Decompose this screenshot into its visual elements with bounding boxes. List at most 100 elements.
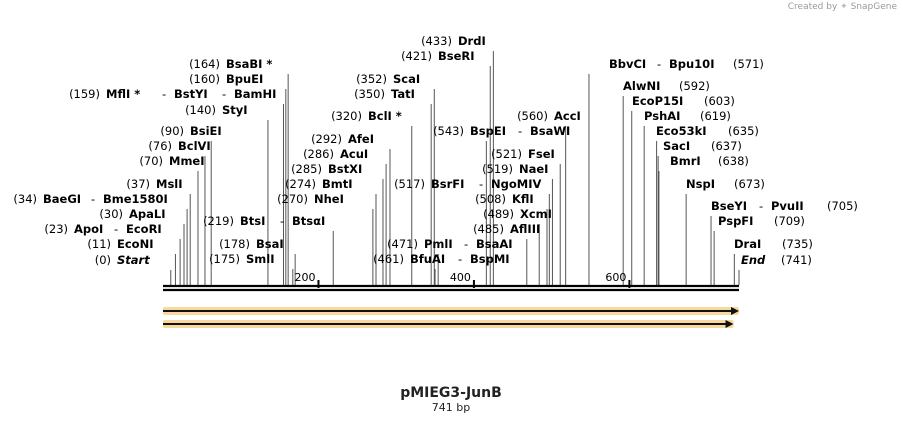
site-saci: SacI (637) bbox=[663, 139, 742, 153]
enzyme-name: ApoI bbox=[74, 222, 103, 236]
ruler-tick-label: 600 bbox=[605, 271, 626, 284]
enzyme-name: MmeI bbox=[169, 154, 205, 168]
site-position: (0) bbox=[95, 253, 111, 267]
site-apoi: (23) ApoI - EcoRI bbox=[44, 222, 161, 236]
site-separator: - bbox=[759, 199, 763, 213]
site-position: (76) bbox=[148, 139, 172, 153]
enzyme-name: BmrI bbox=[670, 154, 701, 168]
enzyme-name: BsaI bbox=[256, 237, 284, 251]
site-xcmi: (489) XcmI bbox=[483, 207, 552, 221]
site-separator: - bbox=[91, 192, 95, 206]
enzyme-name: AccI bbox=[554, 109, 581, 123]
site-pshai: PshAI (619) bbox=[644, 109, 731, 123]
enzyme-name: NspI bbox=[686, 177, 715, 191]
ruler-tick-label: 200 bbox=[294, 271, 315, 284]
site-position: (619) bbox=[700, 109, 731, 123]
site-bspei: (543) BspEI - BsaWI bbox=[433, 124, 570, 138]
site-tati: (350) TatI bbox=[354, 87, 415, 101]
enzyme-name: EcoRI bbox=[126, 222, 162, 236]
site-separator: - bbox=[222, 87, 226, 101]
sequence-ruler: 200 400 600 bbox=[163, 271, 739, 292]
credit-prefix: Created by bbox=[787, 2, 838, 12]
enzyme-name: ApaLI bbox=[129, 207, 166, 221]
snapgene-credit: Created by ✦ SnapGene bbox=[788, 2, 897, 12]
enzyme-name: Eco53kI bbox=[656, 124, 707, 138]
enzyme-name: EcoNI bbox=[117, 237, 153, 251]
site-position: (270) bbox=[277, 192, 308, 206]
enzyme-name: KflI bbox=[512, 192, 534, 206]
site-econi: (11) EcoNI bbox=[87, 237, 153, 251]
enzyme-name: MflI * bbox=[106, 87, 140, 101]
enzyme-name: AfeI bbox=[348, 132, 374, 146]
site-styi: (140) StyI bbox=[185, 103, 248, 117]
site-nspi: NspI (673) bbox=[686, 177, 765, 191]
site-pmli: (471) PmlI - BsaAI bbox=[387, 237, 513, 251]
enzyme-name: NaeI bbox=[519, 162, 548, 176]
enzyme-name: DraI bbox=[734, 237, 761, 251]
enzyme-name: BtsαI bbox=[292, 214, 325, 228]
site-leader-lines bbox=[170, 51, 740, 285]
enzyme-name: PspFI bbox=[718, 214, 753, 228]
enzyme-name: SmlI bbox=[246, 252, 275, 266]
site-bmri: BmrI (638) bbox=[670, 154, 749, 168]
enzyme-name: PshAI bbox=[644, 109, 680, 123]
site-separator: - bbox=[162, 87, 166, 101]
site-position: (350) bbox=[354, 87, 385, 101]
site-aflIII: (485) AflIII bbox=[473, 222, 540, 236]
enzyme-name: BbvCI bbox=[609, 57, 646, 71]
site-bsai: (178) BsaI bbox=[219, 237, 284, 251]
site-bseri: (421) BseRI bbox=[401, 49, 474, 63]
site-position: (23) bbox=[44, 222, 68, 236]
site-position: (30) bbox=[99, 207, 123, 221]
site-acui: (286) AcuI bbox=[303, 147, 368, 161]
site-bpuei: (160) BpuEI bbox=[189, 72, 263, 86]
site-position: (508) bbox=[475, 192, 506, 206]
site-position: (274) bbox=[285, 177, 316, 191]
enzyme-name: End bbox=[741, 253, 766, 267]
enzyme-name: Bpu10I bbox=[669, 57, 714, 71]
enzyme-name: XcmI bbox=[520, 207, 552, 221]
site-position: (286) bbox=[303, 147, 334, 161]
site-position: (70) bbox=[139, 154, 163, 168]
site-position: (638) bbox=[718, 154, 749, 168]
feature-arrows bbox=[163, 307, 739, 328]
enzyme-name: NheI bbox=[314, 192, 344, 206]
enzyme-name: BsiEI bbox=[190, 124, 222, 138]
site-position: (178) bbox=[219, 237, 250, 251]
site-position: (140) bbox=[185, 103, 216, 117]
enzyme-name: ScaI bbox=[393, 72, 420, 86]
site-position: (219) bbox=[203, 214, 234, 228]
enzyme-name: BsaWI bbox=[530, 124, 570, 138]
site-position: (90) bbox=[160, 124, 184, 138]
site-position: (320) bbox=[331, 109, 362, 123]
site-position: (11) bbox=[87, 237, 111, 251]
site-position: (705) bbox=[827, 199, 858, 213]
site-separator: - bbox=[479, 177, 483, 191]
enzyme-name: BspMI bbox=[470, 252, 510, 266]
enzyme-name: EcoP15I bbox=[632, 94, 683, 108]
enzyme-name: BseYI bbox=[711, 199, 747, 213]
site-bmti: (274) BmtI bbox=[285, 177, 352, 191]
site-position: (164) bbox=[189, 57, 220, 71]
enzyme-name: AlwNI bbox=[623, 79, 660, 93]
site-position: (571) bbox=[733, 57, 764, 71]
enzyme-name: PvuII bbox=[771, 199, 804, 213]
site-position: (560) bbox=[517, 109, 548, 123]
site-bclvi: (76) BclVI bbox=[148, 139, 210, 153]
credit-brand: SnapGene bbox=[850, 2, 897, 12]
site-mmei: (70) MmeI bbox=[139, 154, 204, 168]
site-naei: (519) NaeI bbox=[482, 162, 548, 176]
site-drdi: (433) DrdI bbox=[421, 34, 486, 48]
site-acci: (560) AccI bbox=[517, 109, 581, 123]
site-bseyi: BseYI - PvuII (705) bbox=[711, 199, 858, 213]
site-position: (603) bbox=[704, 94, 735, 108]
site-bcli: (320) BclI * bbox=[331, 109, 402, 123]
site-nhei: (270) NheI bbox=[277, 192, 344, 206]
site-position: (592) bbox=[679, 79, 710, 93]
enzyme-name: BstYI bbox=[174, 87, 208, 101]
site-position: (461) bbox=[373, 252, 404, 266]
site-position: (292) bbox=[311, 132, 342, 146]
site-position: (709) bbox=[774, 214, 805, 228]
enzyme-name: BpuEI bbox=[226, 72, 263, 86]
